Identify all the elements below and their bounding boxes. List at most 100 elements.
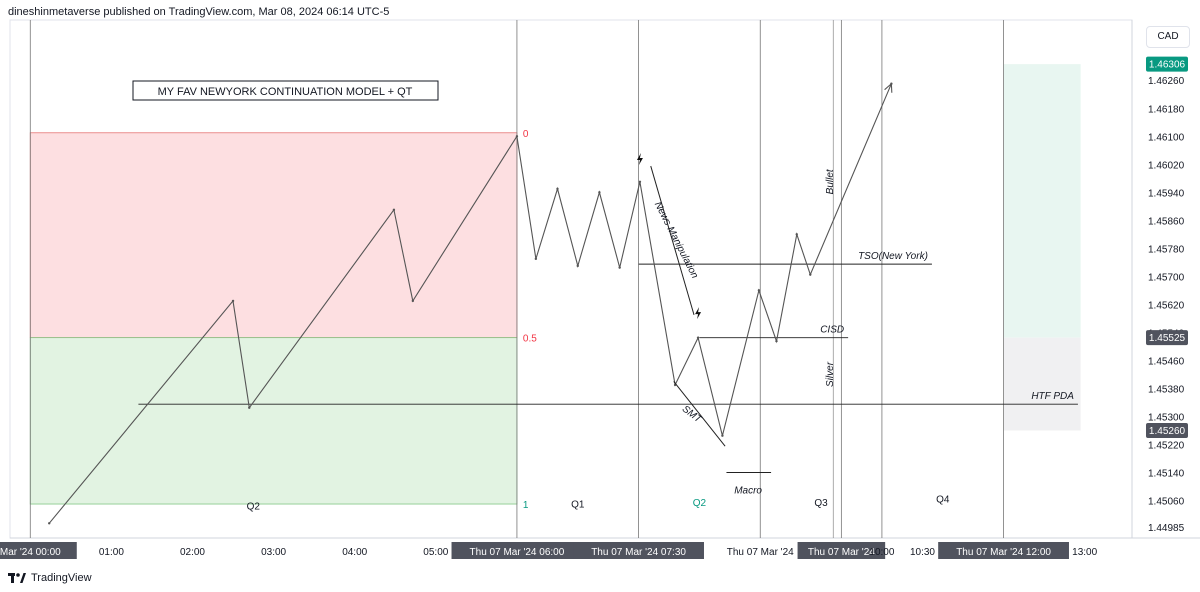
price-badge-bg — [1146, 56, 1188, 72]
news-manipulation-line — [650, 165, 695, 316]
tradingview-logo-icon — [8, 572, 26, 583]
y-tick-label: 1.46260 — [1148, 76, 1185, 87]
price-badge-label: 1.45525 — [1149, 333, 1186, 344]
price-path-point — [598, 191, 601, 194]
y-tick-label: 1.45780 — [1148, 244, 1185, 255]
price-badge-label: 1.46306 — [1149, 60, 1186, 71]
x-tick-label: Thu 07 Mar '24 12:00 — [956, 547, 1051, 558]
annotation-silver: Silver — [825, 361, 836, 387]
stop-zone — [1003, 337, 1081, 431]
price-path-point — [515, 135, 519, 138]
annotation-bullet: Bullet — [825, 168, 836, 194]
price-path-point — [576, 264, 579, 268]
y-tick-label: 1.45620 — [1148, 300, 1185, 311]
x-tick-label: 10:30 — [910, 547, 935, 558]
fib-label-0: 0 — [523, 129, 529, 140]
x-tick-label: 04:00 — [342, 547, 367, 558]
chart-title-frame — [132, 80, 439, 101]
tradingview-logo[interactable]: TradingView — [8, 570, 92, 586]
price-path-point — [556, 187, 559, 191]
time-badge-bg — [938, 542, 1069, 559]
price-path-point — [795, 233, 798, 236]
price-path-point — [48, 522, 51, 525]
quarter-label-q2: Q2 — [247, 501, 261, 512]
chart-title: MY FAV NEWYORK CONTINUATION MODEL + QT — [158, 86, 413, 98]
price-path-point — [775, 339, 778, 343]
x-tick-label: 02:00 — [180, 547, 205, 558]
time-badge-bg — [797, 542, 886, 559]
y-tick-label: 1.45380 — [1148, 384, 1185, 395]
time-badge-bg — [451, 542, 583, 559]
price-path-point — [757, 289, 761, 292]
y-tick-label: 1.45460 — [1148, 356, 1185, 367]
price-path-point — [392, 208, 396, 212]
x-tick-label: Thu 07 Mar '24 — [727, 547, 794, 558]
footer-brand: TradingView — [31, 572, 92, 584]
chart-title-box: MY FAV NEWYORK CONTINUATION MODEL + QT — [132, 80, 439, 101]
time-badge: Thu 07 Mar '24 06:00 — [451, 542, 583, 559]
price-path-point — [618, 266, 621, 269]
x-tick-label: 01:00 — [99, 547, 124, 558]
y-tick-label: 1.45220 — [1148, 440, 1185, 451]
y-tick-label: 1.45940 — [1148, 188, 1185, 199]
price-badge-bg — [1146, 330, 1188, 346]
quarter-label-q2: Q2 — [693, 498, 707, 509]
publish-header: dineshinmetaverse published on TradingVi… — [8, 6, 390, 18]
fib-label-1: 1 — [523, 500, 529, 511]
level-label-cisd: CISD — [820, 325, 844, 336]
level-label-htf-pda: HTF PDA — [1031, 391, 1074, 402]
quarter-label-q3: Q3 — [814, 498, 828, 509]
y-tick-label: 1.45700 — [1148, 272, 1185, 283]
x-tick-label: Mar '24 00:00 — [0, 547, 61, 558]
x-tick-label: Thu 07 Mar '24 — [808, 547, 875, 558]
y-tick-label: 1.44985 — [1148, 523, 1185, 534]
x-tick-label: Thu 07 Mar '24 06:00 — [470, 547, 565, 558]
price-badge: 1.45525 — [1146, 330, 1188, 346]
y-tick-label: 1.46020 — [1148, 160, 1185, 171]
premium-zone — [29, 132, 518, 339]
price-badge-label: 1.45260 — [1149, 426, 1186, 437]
time-badge: Thu 07 Mar '24 12:00 — [938, 542, 1069, 559]
currency-button[interactable]: CAD — [1146, 26, 1190, 48]
level-label-tso-new-york-: TSO(New York) — [858, 251, 928, 262]
time-badge: Mar '24 00:00 — [0, 542, 77, 559]
price-path-line — [48, 83, 892, 524]
y-tick-label: 1.45860 — [1148, 216, 1185, 227]
quarter-label-q4: Q4 — [936, 494, 950, 505]
time-badge-bg — [573, 542, 704, 559]
lightning-icon — [636, 153, 643, 166]
price-path-point — [248, 406, 251, 409]
price-path-point — [231, 299, 235, 303]
price-badge-bg — [1146, 422, 1188, 438]
discount-zone — [29, 337, 518, 505]
price-path-point — [809, 273, 812, 276]
x-tick-label: 10:00 — [869, 547, 894, 558]
annotation-macro: Macro — [734, 486, 762, 497]
x-tick-label: 13:00 — [1072, 547, 1097, 558]
time-badge: Thu 07 Mar '24 07:30 — [573, 542, 704, 559]
price-path-arrowhead — [884, 82, 893, 93]
x-tick-label: Thu 07 Mar '24 07:30 — [591, 547, 686, 558]
smt-line — [673, 381, 726, 447]
annotation-smt: SMT — [680, 404, 704, 426]
price-path-point — [721, 434, 724, 437]
y-tick-label: 1.46180 — [1148, 104, 1185, 115]
x-tick-label: 03:00 — [261, 547, 286, 558]
x-tick-label: 05:00 — [423, 547, 448, 558]
price-badge: 1.46306 — [1146, 56, 1188, 72]
y-tick-label: 1.45140 — [1148, 469, 1185, 480]
price-path-point — [411, 299, 415, 303]
price-badge: 1.45260 — [1146, 422, 1188, 438]
fib-label-0-5: 0.5 — [523, 334, 537, 345]
price-path-point — [638, 180, 642, 184]
quarter-label-q1: Q1 — [571, 500, 585, 511]
target-zone — [1003, 64, 1081, 338]
price-path-point — [696, 336, 700, 339]
y-tick-label: 1.45300 — [1148, 412, 1185, 423]
time-badge: Thu 07 Mar '24 — [797, 542, 886, 559]
lightning-icon — [695, 307, 702, 320]
y-tick-label: 1.45060 — [1148, 497, 1185, 508]
y-tick-label: 1.46100 — [1148, 132, 1185, 143]
annotation-news-manipulation: News Manipulation — [652, 200, 700, 281]
